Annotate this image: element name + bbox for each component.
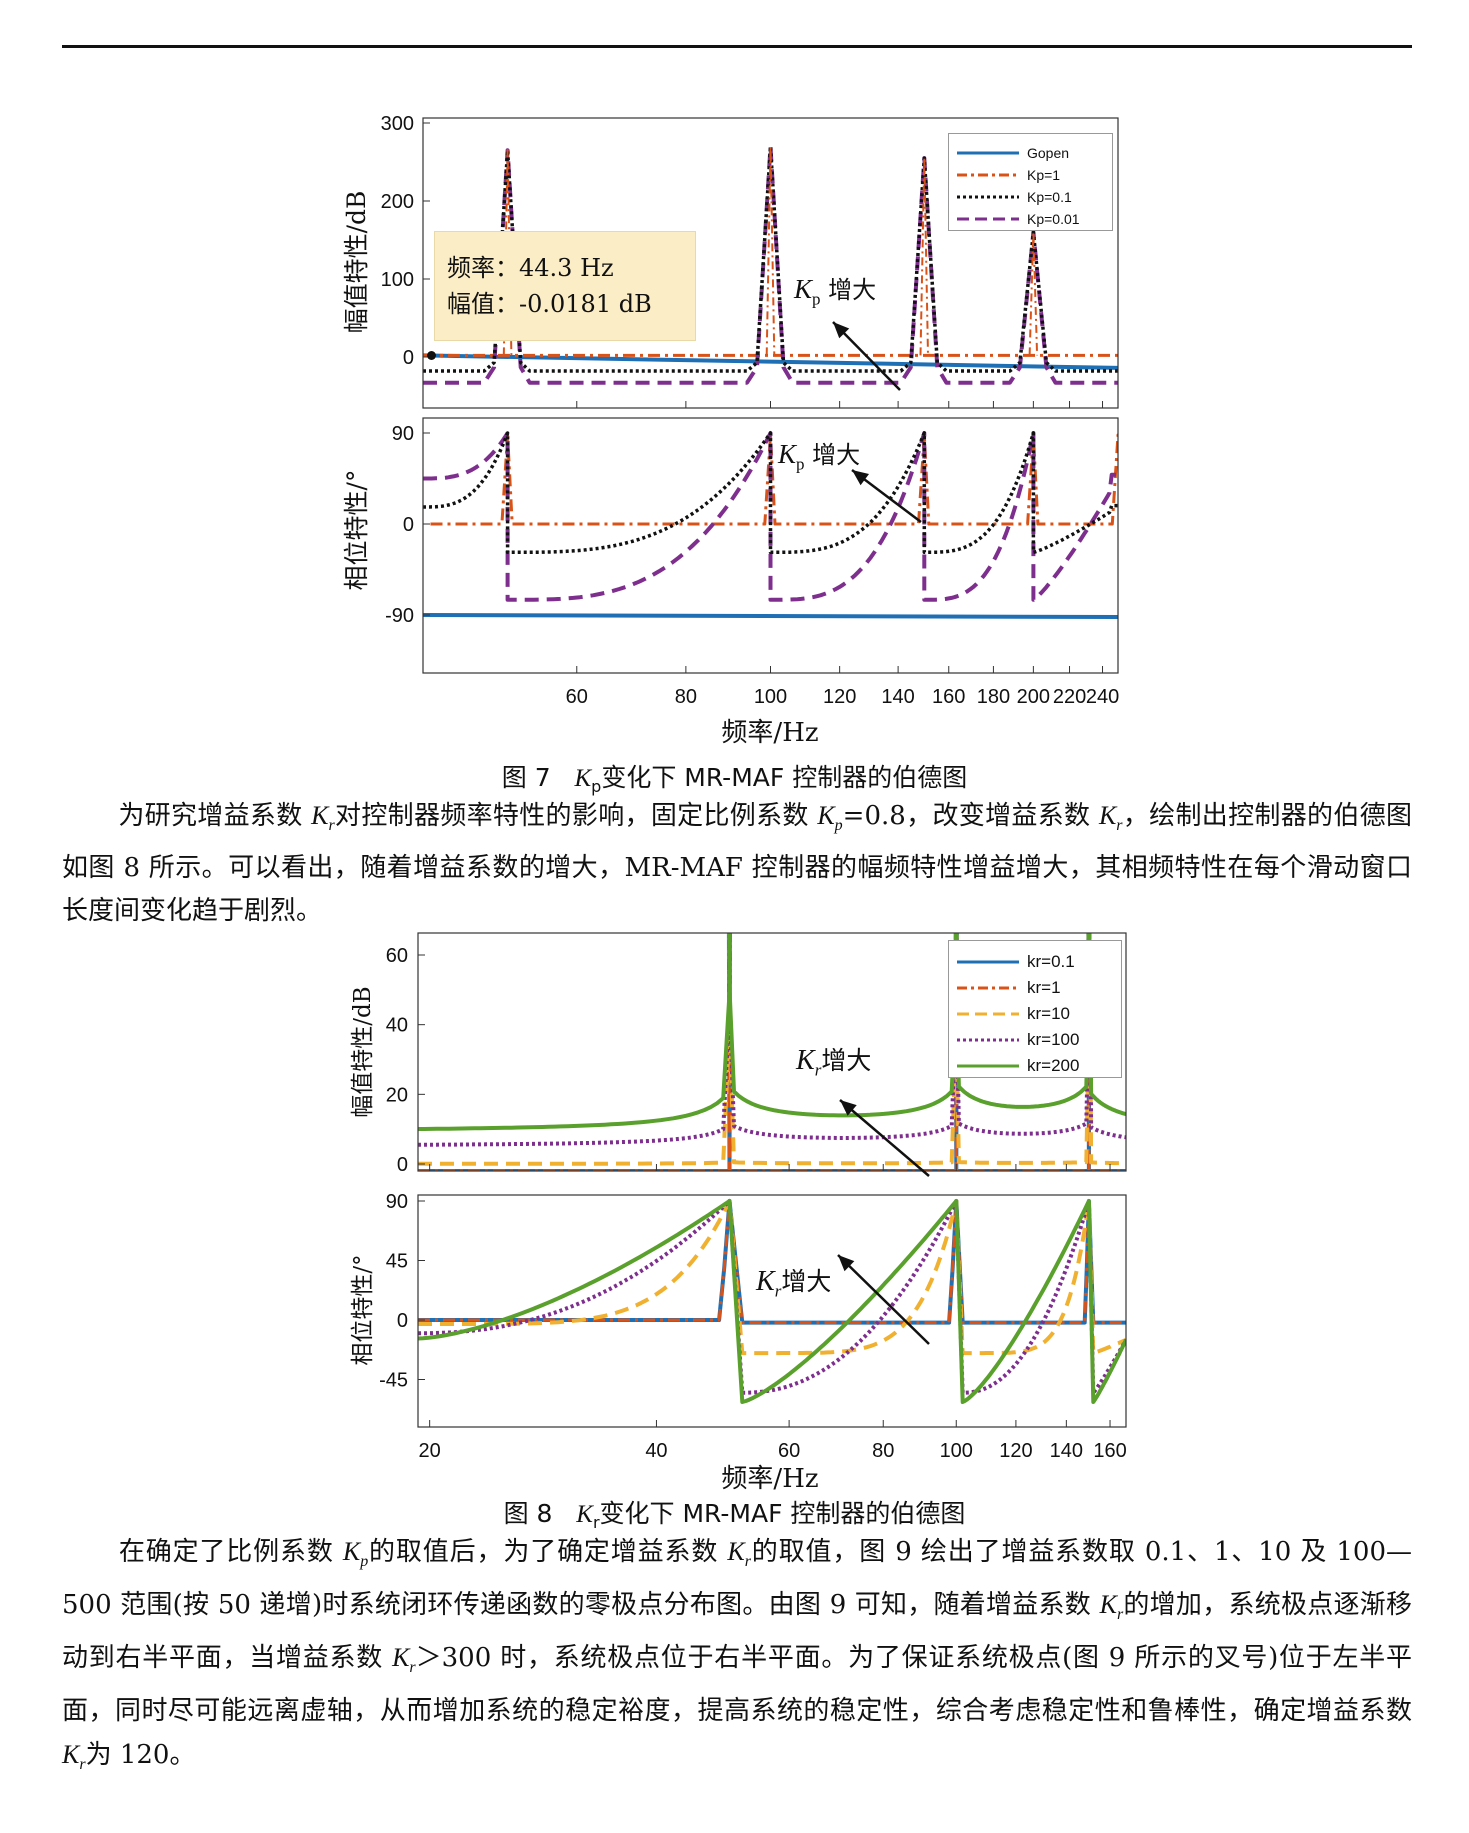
figure8-x-tick: 160 [1093,1440,1126,1462]
text-run: 为 120。 [85,1739,196,1770]
figure7-phase-tick: -90 [385,605,414,627]
series-kp1-peak [765,145,776,356]
figure8-legend: kr=0.1 kr=1 kr=10 kr=100 kr=200 [948,940,1122,1078]
legend-label: kr=200 [1027,1056,1079,1075]
figure8-xlabel: 频率/Hz [721,1464,819,1494]
series-kp1-peak [1028,231,1039,356]
figure7-x-tick: 100 [754,686,787,708]
text-run: ，绘制出控制器的伯德图如图 8 所示。可以看出，随着增益系数的增大，MR-MAF… [62,801,1413,927]
figure7-xlabel: 频率/Hz [721,718,819,748]
figure7-phase-axes [422,417,1119,674]
figure7-mag-tick: 0 [403,347,414,369]
figure8-x-tick: 20 [419,1440,441,1462]
figure7-x-tick: 240 [1086,686,1119,708]
figure7-mag-tick: 300 [381,113,414,135]
figure8-mag-tick: 60 [386,945,408,967]
figure8-x-tick: 100 [940,1440,973,1462]
figure8-phase-annotation: Kr增大 [756,1266,832,1301]
figure8-phase-tick: 45 [386,1251,408,1273]
figure8-mag-tick: 20 [386,1084,408,1106]
figure7-phase-tick: 90 [392,423,414,445]
figure7-x-tick: 220 [1053,686,1086,708]
datatip: 频率：44.3 Hz 幅值：-0.0181 dB [434,231,696,341]
legend-label: kr=10 [1027,1004,1070,1023]
legend-label: Gopen [1027,145,1069,161]
figure8-phase-tick: -45 [379,1370,408,1392]
figure7-mag-annotation: Kp 增大 [794,274,877,309]
figure7-phase-annotation: Kp 增大 [778,439,861,474]
figure7-mag-tick: 200 [381,191,414,213]
variable: Kr [311,801,335,835]
figure8-x-tick: 80 [872,1440,894,1462]
figure7-phase-arrow [851,469,922,523]
legend-label: kr=100 [1027,1030,1079,1049]
figure7-x-tick: 60 [566,686,588,708]
variable: Kp [342,1537,369,1571]
datatip-marker [427,351,436,360]
text-run: 的增加，系统极点逐渐移动到右半平面，当增益系数 [62,1590,1412,1674]
text-run: 为研究增益系数 [118,801,312,831]
figure8-phase-tick: 90 [386,1191,408,1213]
variable: Kr [1099,1590,1124,1624]
figure7-mag-tick: 100 [381,269,414,291]
figure7-legend: Gopen Kp=1 Kp=0.1 Kp=0.01 [948,133,1113,231]
figure7-x-tick: 160 [932,686,965,708]
figure7-phase-ylabel: 相位特性/° [342,469,371,591]
figure8-x-tick: 40 [645,1440,667,1462]
text-run: ＞300 时，系统极点位于右半平面。为了保证系统极点(图 9 所示的叉号)位于左… [62,1643,1413,1726]
figure7-mag-ylabel: 幅值特性/dB [342,190,371,334]
figure7-mag-arrow [832,321,901,391]
variable: Kr [727,1537,751,1571]
paragraph-1: 为研究增益系数 Kr对控制器频率特性的影响，固定比例系数 Kp=0.8，改变增益… [62,794,1412,933]
legend-label: kr=0.1 [1027,952,1075,971]
series-gopen-phase [423,613,1118,619]
figure7-phase-tick: 0 [403,514,414,536]
series-kp01-phase [423,431,1118,555]
variable: Kr [62,1739,86,1773]
text-run: 的取值后，为了确定增益系数 [368,1537,728,1567]
paragraph-2: 在确定了比例系数 Kp的取值后，为了确定增益系数 Kr的取值，图 9 绘出了增益… [62,1530,1412,1786]
figure8-mag-annotation: Kr增大 [796,1045,872,1080]
figure8-mag-tick: 40 [386,1015,408,1037]
text-run: 在确定了比例系数 [118,1537,343,1567]
figure8-phase-tick: 0 [397,1310,408,1332]
datatip-magnitude: 幅值：-0.0181 dB [447,290,652,318]
legend-label: Kp=0.1 [1027,189,1072,205]
figure8-phase-arrow [837,1254,930,1345]
series-kp1-peak [919,157,929,356]
header-rule [62,45,1412,48]
figure8-x-tick: 120 [999,1440,1032,1462]
variable: Kr [1098,801,1123,835]
figure8-mag-arrow [839,1099,930,1177]
text-run: =0.8，改变增益系数 [842,801,1099,831]
figure7-x-tick: 200 [1017,686,1050,708]
legend-label: kr=1 [1027,978,1061,997]
variable: Kr [392,1643,416,1677]
datatip-frequency: 频率：44.3 Hz [447,254,614,282]
figure7-x-tick: 120 [823,686,856,708]
series-kp1-phase [430,433,1118,526]
figure7-x-tick: 180 [977,686,1010,708]
figure7-caption: 图 7 Kp变化下 MR-MAF 控制器的伯德图 [501,763,968,796]
variable: Kp [817,801,843,835]
series-kp001-phase [423,431,1118,602]
text-run: 对控制器频率特性的影响，固定比例系数 [334,801,818,831]
series-gopen-mag [423,353,1118,370]
figure7-x-tick: 140 [881,686,914,708]
legend-label: Kp=1 [1027,167,1060,183]
figure8-mag-ylabel: 幅值特性/dB [350,986,376,1118]
figure8-caption: 图 8 Kr变化下 MR-MAF 控制器的伯德图 [503,1499,966,1532]
figure7-x-tick: 80 [675,686,697,708]
figure8-x-tick: 140 [1050,1440,1083,1462]
legend-label: Kp=0.01 [1027,211,1080,227]
text-run: 的取值，图 9 绘出了增益系数取 0.1、1、10 及 100—500 范围(按… [62,1537,1413,1621]
figure8-phase-ylabel: 相位特性/° [350,1254,376,1366]
figure8-mag-tick: 0 [397,1154,408,1176]
figure8-phase-axes [417,1194,1127,1428]
